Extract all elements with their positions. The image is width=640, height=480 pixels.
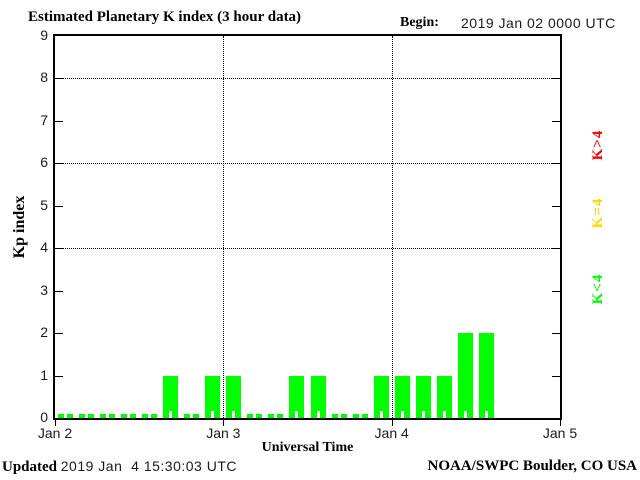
- kp-bar: [436, 375, 452, 418]
- source-credit: NOAA/SWPC Boulder, CO USA: [427, 458, 637, 474]
- y-tick-label: 6: [40, 154, 48, 171]
- y-tick-left: [55, 120, 63, 122]
- day-gridline: [223, 36, 225, 418]
- y-tick-label: 2: [40, 324, 48, 341]
- y-tick-label: 5: [40, 196, 48, 213]
- updated-label: Updated: [2, 459, 58, 475]
- bar-tick-notch: [253, 411, 257, 418]
- x-tick: [55, 420, 56, 426]
- y-tick-right: [552, 163, 560, 165]
- bar-tick-notch: [484, 411, 488, 418]
- bar-tick-notch: [169, 411, 173, 418]
- y-tick-left: [55, 290, 63, 292]
- y-tick-left: [55, 78, 63, 80]
- bar-tick-notch: [400, 411, 404, 418]
- kp-bar: [373, 375, 389, 418]
- x-tick-label: Jan 2: [37, 425, 73, 441]
- y-tick-left: [55, 333, 63, 335]
- bar-tick-notch: [85, 411, 89, 418]
- y-gridline: [55, 248, 560, 250]
- bar-tick-notch: [442, 411, 446, 418]
- bar-tick-notch: [232, 411, 236, 418]
- y-tick-label: 9: [40, 27, 48, 43]
- x-tick: [391, 420, 393, 426]
- chart-title: Estimated Planetary K index (3 hour data…: [28, 9, 302, 25]
- bar-tick-notch: [421, 411, 425, 418]
- y-tick-right: [552, 205, 560, 207]
- day-gridline: [391, 36, 393, 418]
- y-tick-right: [552, 120, 560, 122]
- y-tick-right: [552, 375, 560, 377]
- x-axis-title: Universal Time: [261, 440, 354, 455]
- kp-bar: [478, 333, 494, 418]
- kp-bar: [226, 375, 242, 418]
- x-tick-label: Jan 4: [374, 425, 409, 441]
- bar-tick-notch: [127, 411, 131, 418]
- kp-bar: [289, 375, 305, 418]
- y-tick-left: [55, 248, 63, 250]
- bar-tick-notch: [316, 411, 320, 418]
- legend-label: K=4: [590, 197, 606, 229]
- y-tick-label: 8: [40, 69, 48, 86]
- y-tick-label: 7: [40, 111, 48, 128]
- bar-tick-notch: [463, 411, 467, 418]
- y-tick-right: [552, 248, 560, 250]
- kp-bar: [415, 375, 431, 418]
- y-tick-left: [55, 375, 63, 377]
- bar-tick-notch: [211, 411, 215, 418]
- y-gridline: [55, 78, 560, 80]
- updated-line: Updated 2019 Jan 4 15:30:03 UTC: [2, 458, 237, 476]
- updated-value: 2019 Jan 4 15:30:03 UTC: [60, 458, 237, 474]
- y-tick-left: [55, 163, 63, 165]
- y-tick-right: [552, 333, 560, 335]
- plot-area: [53, 34, 562, 420]
- begin-value: 2019 Jan 02 0000 UTC: [461, 15, 616, 31]
- bar-tick-notch: [379, 411, 383, 418]
- bar-tick-notch: [295, 411, 299, 418]
- y-gridline: [55, 163, 560, 165]
- y-tick-label: 1: [40, 366, 48, 383]
- bar-tick-notch: [148, 411, 152, 418]
- y-tick-label: 3: [40, 281, 48, 298]
- legend-label: K<4: [590, 273, 606, 305]
- bar-tick-notch: [358, 411, 362, 418]
- y-tick-right: [552, 78, 560, 80]
- kp-bar: [457, 333, 473, 418]
- bar-tick-notch: [106, 411, 110, 418]
- y-tick-label: 4: [40, 239, 48, 256]
- bar-tick-notch: [190, 411, 194, 418]
- bar-tick-notch: [64, 411, 68, 418]
- kp-bar: [394, 375, 410, 418]
- bar-tick-notch: [337, 411, 341, 418]
- kp-bar: [163, 375, 179, 418]
- y-tick-right: [552, 290, 560, 292]
- kp-bar: [205, 375, 221, 418]
- y-tick-left: [55, 205, 63, 207]
- kp-bar: [310, 375, 326, 418]
- x-tick: [223, 420, 225, 426]
- x-tick-label: Jan 3: [206, 425, 241, 441]
- legend-label: K>4: [590, 129, 606, 161]
- x-tick-label: Jan 5: [542, 425, 578, 441]
- bar-tick-notch: [274, 411, 278, 418]
- y-tick-label: 0: [40, 409, 48, 425]
- x-tick: [560, 420, 561, 426]
- begin-label: Begin:: [400, 15, 439, 30]
